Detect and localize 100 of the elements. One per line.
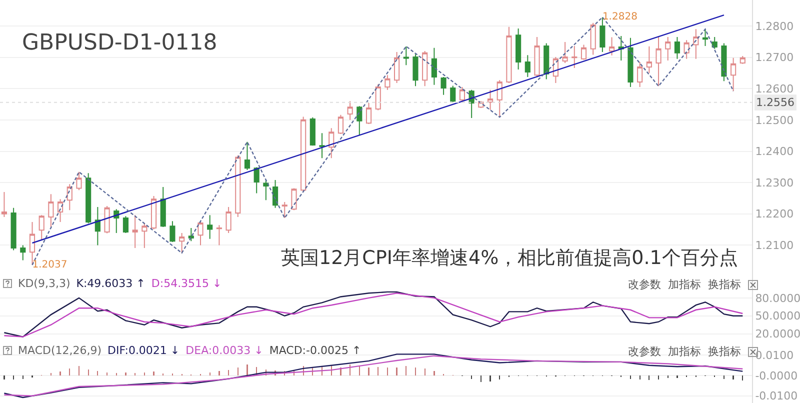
y-tick-label: 1.2500: [755, 114, 794, 127]
candlestick: [356, 106, 362, 136]
candlestick: [10, 207, 16, 251]
data-label: 1.2037: [32, 259, 68, 270]
candlestick: [132, 214, 138, 249]
data-label: 1.2828: [602, 12, 638, 23]
candlestick: [600, 16, 606, 52]
candlestick: [300, 116, 306, 192]
chart-title: KD(9,3,3): [18, 277, 70, 290]
y-tick-label: 1.2100: [755, 239, 794, 252]
candlestick: [291, 188, 297, 211]
annotation: 英国12月CPI年率增速4%，相比前值提高0.1个百分点: [281, 247, 738, 269]
candlestick: [412, 54, 418, 87]
candlestick: [160, 186, 166, 228]
candlestick: [721, 42, 727, 82]
candlestick: [384, 74, 390, 90]
candlestick: [319, 132, 325, 159]
candlestick: [656, 36, 662, 87]
candlestick: [338, 114, 344, 135]
candlestick: [693, 28, 699, 60]
candlestick: [702, 28, 708, 47]
annotation: 改参数: [628, 344, 661, 359]
candlestick: [142, 222, 148, 249]
candlestick: [440, 76, 446, 96]
candlestick: [226, 206, 232, 234]
candlestick: [76, 171, 82, 191]
annotation: 换指标: [708, 344, 741, 359]
y-tick-label: 50.0000: [755, 310, 800, 323]
y-tick-label: 80.0000: [755, 292, 800, 305]
candlestick: [730, 57, 736, 92]
annotation: 换指标: [708, 277, 741, 292]
candlestick: [86, 172, 92, 224]
candlestick: [431, 47, 437, 86]
candlestick: [66, 184, 72, 211]
y-tick-label: 1.2700: [755, 51, 794, 64]
candlestick: [328, 128, 334, 159]
series-label: MACD:-0.0025 ↑: [269, 344, 362, 357]
candlestick: [170, 220, 176, 243]
candlestick: [150, 196, 157, 230]
candlestick: [684, 40, 690, 60]
candlestick: [712, 36, 718, 50]
candlestick: [590, 22, 596, 56]
candlestick: [422, 50, 428, 87]
candlestick: [347, 100, 353, 120]
candlestick: [506, 26, 512, 84]
candlestick: [38, 214, 44, 241]
candlestick: [104, 206, 110, 234]
y-tick-label: 1.2400: [755, 145, 794, 158]
y-tick-label: 0.0100: [755, 349, 794, 362]
candlestick: [496, 80, 502, 118]
candlestick: [188, 227, 194, 242]
candlestick: [534, 36, 540, 78]
candlestick: [366, 102, 372, 124]
candlestick: [450, 85, 456, 103]
y-tick-label: -0.0000: [755, 369, 798, 382]
candlestick: [609, 36, 615, 56]
candlestick: [459, 86, 466, 103]
y-tick-label: 1.2300: [755, 176, 794, 190]
candlestick: [516, 28, 522, 70]
candlestick: [94, 206, 100, 246]
candlestick: [665, 36, 671, 61]
candlestick: [403, 46, 409, 66]
candlestick: [216, 224, 222, 246]
candlestick: [524, 54, 530, 78]
ref-line-label: 1.2556: [756, 96, 794, 109]
chart-title: MACD(12,26,9): [18, 344, 102, 357]
candlestick: [646, 46, 652, 74]
candlestick: [394, 51, 400, 84]
candlestick: [198, 220, 204, 246]
candlestick: [272, 180, 278, 208]
candlestick: [122, 216, 129, 234]
candlestick: [207, 214, 213, 240]
annotation: 加指标: [668, 344, 701, 359]
candlestick: [235, 154, 241, 218]
text: GBPUSD-D1-0118: [22, 30, 218, 56]
series-label: DEA:0.0033 ↓: [186, 344, 264, 357]
candlestick: [580, 44, 587, 60]
candlestick: [179, 232, 185, 254]
candlestick: [544, 42, 550, 80]
candlestick: [487, 89, 494, 110]
candlestick: [263, 180, 269, 201]
candlestick: [674, 36, 680, 60]
text: DIF:0.0021 ↓: [108, 344, 180, 357]
candlestick: [637, 62, 643, 88]
candlestick: [628, 37, 634, 88]
y-tick-label: 1.2600: [755, 82, 794, 96]
y-tick-label: 20.0000: [755, 328, 800, 341]
candlestick: [740, 56, 746, 64]
y-tick-label: 1.2800: [755, 20, 794, 33]
candlestick: [618, 36, 624, 61]
candlestick: [572, 46, 578, 68]
series-label: K:49.6033 ↑: [76, 277, 146, 290]
candlestick: [48, 194, 54, 228]
candlestick: [562, 41, 568, 64]
candlestick: [310, 116, 316, 146]
candlestick: [282, 201, 288, 218]
candlestick: [254, 166, 260, 194]
candlestick: [244, 141, 250, 171]
y-tick-label: -0.0100: [755, 390, 798, 403]
candlestick: [375, 84, 381, 111]
